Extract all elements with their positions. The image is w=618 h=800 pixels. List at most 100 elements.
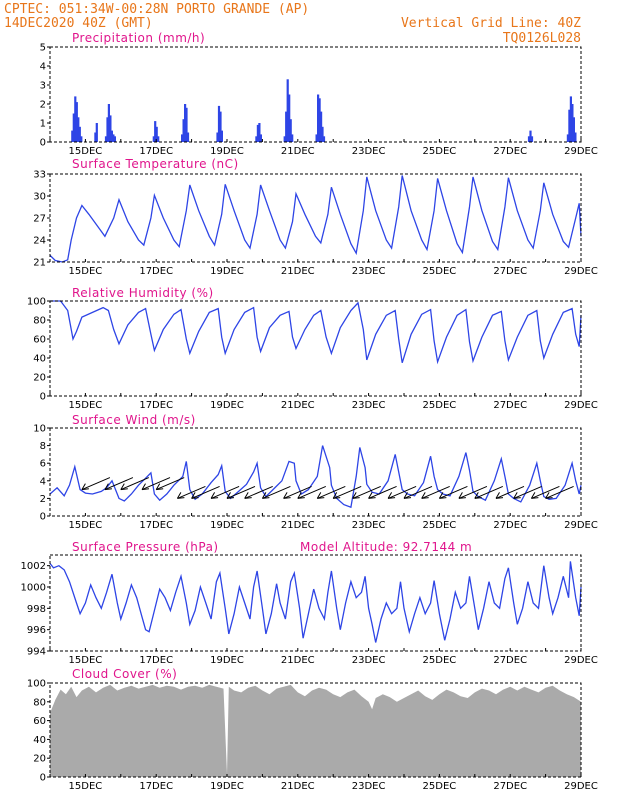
wind-arrow-shaft xyxy=(545,485,574,499)
wind-arrow-head xyxy=(332,492,341,499)
precip-bar xyxy=(569,96,572,142)
humidity-frame xyxy=(49,300,582,397)
temperature-xtick-label: 29DEC xyxy=(564,266,598,277)
wind-arrow-shaft xyxy=(141,477,171,491)
wind-arrow-head xyxy=(210,492,219,499)
precip-bar xyxy=(152,136,155,142)
wind-arrow-head xyxy=(352,492,360,499)
pressure-ytick-label: 998 xyxy=(27,604,46,615)
precip-ytick-label: 1 xyxy=(40,119,46,130)
temperature-ytick-label: 30 xyxy=(33,192,46,203)
wind-ytick-label: 2 xyxy=(40,494,46,505)
pressure-xtick-label: 23DEC xyxy=(352,655,386,666)
precip-ytick-label: 5 xyxy=(40,43,46,54)
wind-arrow-shaft xyxy=(120,477,149,491)
header-grid-note: Vertical Grid Line: 40Z xyxy=(401,16,581,31)
cloud-xtick-label: 25DEC xyxy=(423,781,457,792)
precip-title: Precipitation (mm/h) xyxy=(72,31,205,45)
wind-arrow-shaft xyxy=(177,485,206,499)
precip-bar xyxy=(285,111,288,142)
wind-arrow-head xyxy=(545,492,553,499)
precip-bar xyxy=(106,117,109,142)
precip-bar xyxy=(318,98,321,142)
precip-bar xyxy=(259,134,262,142)
temperature-xtick-label: 15DEC xyxy=(69,266,103,277)
cloud-xtick-label: 19DEC xyxy=(210,781,244,792)
precip-bar xyxy=(95,123,98,142)
precip-bar xyxy=(568,109,571,142)
humidity-xtick-label: 23DEC xyxy=(352,400,386,411)
wind-arrow-head xyxy=(495,492,504,499)
wind-arrow-head xyxy=(297,492,305,499)
cloud-ytick-label: 60 xyxy=(33,716,46,727)
temperature-title: Surface Temperature (nC) xyxy=(72,157,239,171)
wind-arrow-shaft xyxy=(439,485,468,499)
wind-frame xyxy=(49,427,582,517)
wind-arrow-shaft xyxy=(283,485,312,499)
cloud-panel: 0 20 40 60 80 100 15DEC 17DEC 19DEC 21DEC 23DEC 25D… xyxy=(27,679,598,793)
pressure-ytick-label: 1002 xyxy=(21,561,46,572)
wind-arrow xyxy=(495,485,525,499)
wind-arrow-shaft xyxy=(421,485,450,499)
humidity-xtick-label: 17DEC xyxy=(139,400,173,411)
precip-bar xyxy=(75,102,78,142)
precip-bar xyxy=(255,136,258,142)
wind-arrow xyxy=(81,477,111,491)
precip-xtick-label: 19DEC xyxy=(210,146,244,157)
wind-title: Surface Wind (m/s) xyxy=(72,413,196,427)
wind-xtick-label: 19DEC xyxy=(210,520,244,531)
precip-bar xyxy=(72,113,75,142)
header-code: TQ0126L028 xyxy=(503,31,581,46)
wind-arrow xyxy=(530,485,560,499)
wind-arrow xyxy=(513,485,542,499)
humidity-ytick-label: 20 xyxy=(33,373,46,384)
temperature-series-line xyxy=(49,175,582,263)
precip-bar xyxy=(104,136,108,142)
precip-bar xyxy=(77,117,80,142)
wind-arrow-head xyxy=(176,492,185,499)
pressure-xtick-label: 17DEC xyxy=(139,655,173,666)
wind-arrow-shaft xyxy=(244,485,273,499)
humidity-series-line xyxy=(50,300,582,365)
cloud-frame xyxy=(49,682,582,778)
temperature-xtick-label: 23DEC xyxy=(352,266,386,277)
model-altitude-label: Model Altitude: 92.7144 m xyxy=(300,540,472,554)
wind-arrow-head xyxy=(387,492,396,499)
wind-arrow-shaft xyxy=(262,485,291,499)
precip-xtick-label: 23DEC xyxy=(352,146,386,157)
precip-xtick-label: 27DEC xyxy=(493,146,527,157)
wind-arrow xyxy=(545,485,574,499)
humidity-xtick-label: 19DEC xyxy=(210,400,244,411)
precip-ytick-label: 4 xyxy=(40,62,46,73)
precip-bar xyxy=(566,134,569,142)
wind-arrow xyxy=(368,485,397,499)
precip-bar xyxy=(219,111,222,142)
wind-arrow-shaft xyxy=(333,485,362,499)
precip-ytick-label: 0 xyxy=(40,138,46,149)
wind-panel: 0 2 4 6 8 10 15DEC 17DEC 19DEC 21DEC 23DEC 25DEC 27D… xyxy=(33,424,598,532)
wind-ytick-label: 10 xyxy=(33,424,46,435)
precip-bar xyxy=(110,130,113,142)
precip-bar xyxy=(571,104,574,142)
precip-bar xyxy=(184,104,187,142)
temperature-ytick-label: 21 xyxy=(33,258,46,269)
wind-arrow-head xyxy=(191,492,199,499)
precip-xtick-label: 25DEC xyxy=(423,146,457,157)
precip-bar xyxy=(154,121,157,142)
wind-arrow-head xyxy=(474,492,482,499)
wind-ytick-label: 0 xyxy=(40,512,46,523)
precip-bar xyxy=(288,94,291,142)
pressure-panel: 994 996 998 1000 1002 15DEC 17DEC 19DEC 21DEC 23D… xyxy=(21,554,598,666)
cloud-ytick-label: 0 xyxy=(40,773,46,784)
wind-xtick-label: 15DEC xyxy=(69,520,103,531)
precip-xtick-label: 29DEC xyxy=(564,146,598,157)
wind-arrow-head xyxy=(155,483,164,491)
precip-bar xyxy=(256,124,259,142)
precip-bar xyxy=(182,119,185,142)
wind-arrow-shaft xyxy=(513,485,542,499)
precip-bar xyxy=(157,136,160,142)
precip-bar xyxy=(216,132,219,142)
precip-bar xyxy=(529,130,532,142)
wind-arrow xyxy=(120,477,149,491)
